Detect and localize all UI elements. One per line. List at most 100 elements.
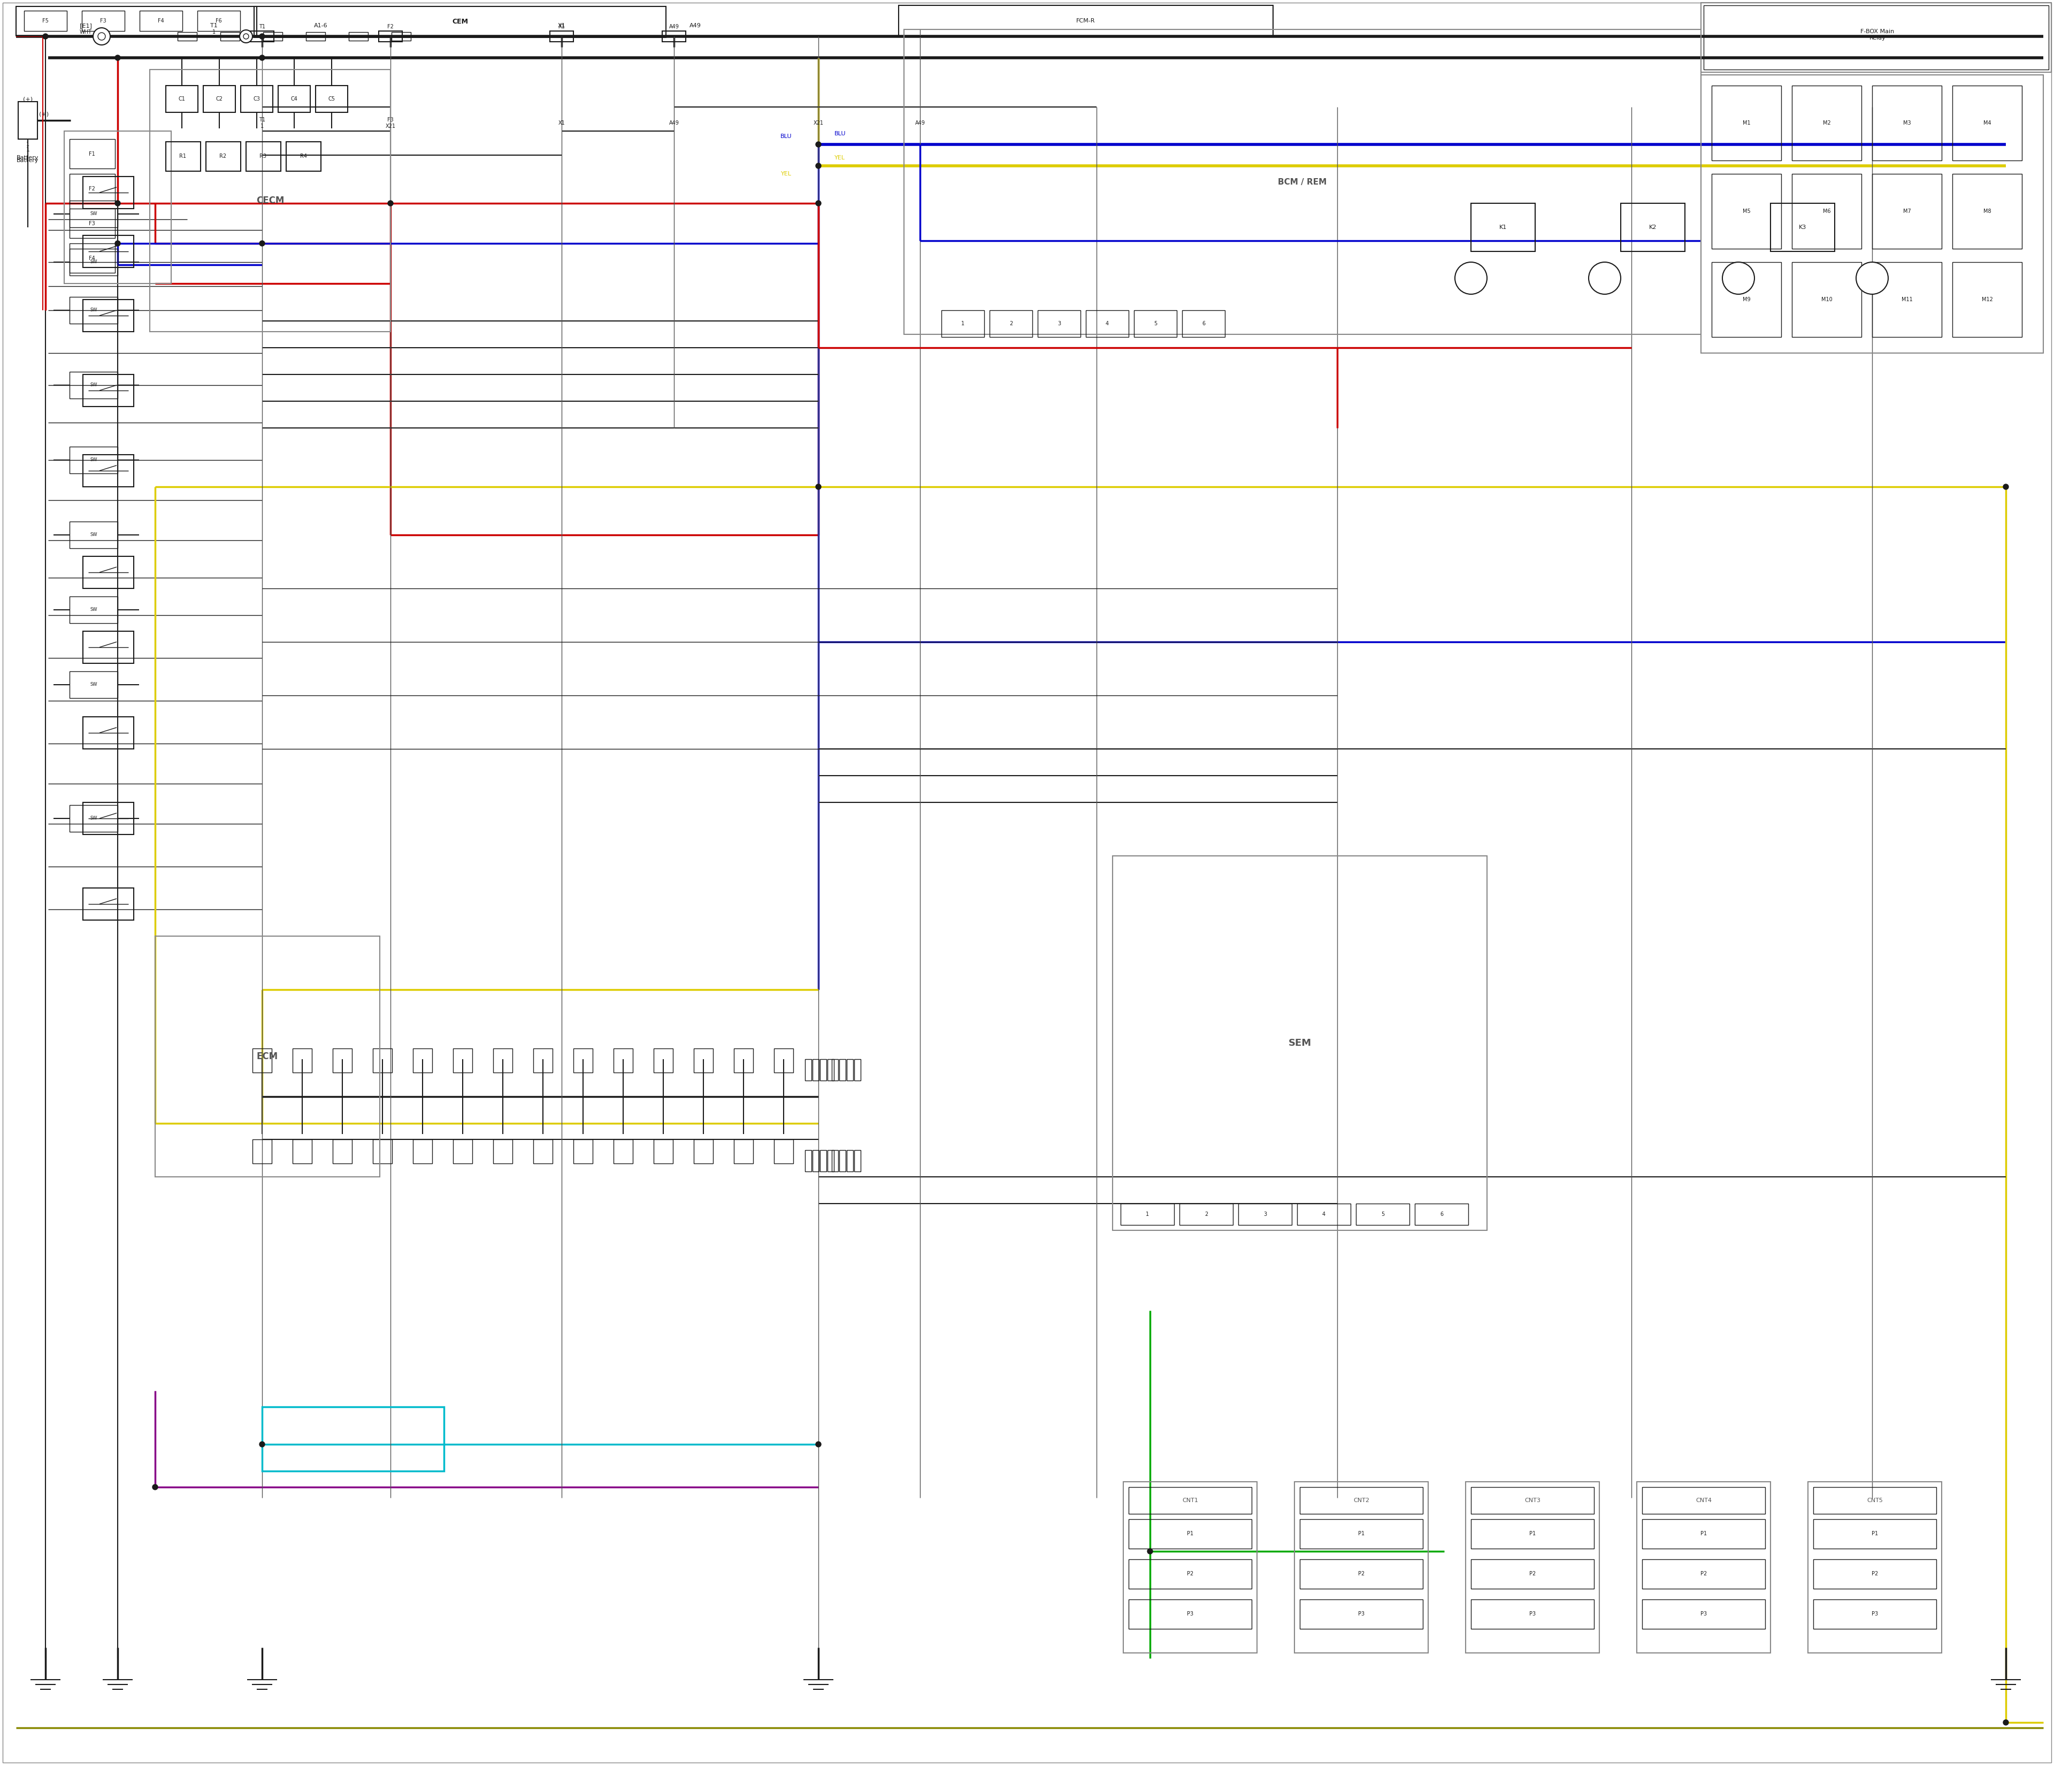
Bar — [1814, 1520, 1937, 1548]
Text: M: M — [1469, 274, 1475, 281]
Bar — [1183, 310, 1224, 337]
Bar — [454, 1140, 472, 1163]
Text: A49: A49 — [670, 23, 680, 29]
Bar — [832, 1150, 838, 1172]
Text: SW: SW — [90, 532, 97, 538]
Text: X1: X1 — [559, 120, 565, 125]
Bar — [1300, 1520, 1423, 1548]
Bar — [156, 935, 380, 1177]
Text: F4: F4 — [158, 18, 164, 23]
Text: SW: SW — [90, 457, 97, 462]
Text: 4: 4 — [1323, 1211, 1325, 1217]
Text: C5: C5 — [329, 97, 335, 102]
Text: 1: 1 — [961, 321, 965, 326]
Text: 5: 5 — [1380, 1211, 1384, 1217]
Bar — [1300, 1600, 1423, 1629]
Bar — [1814, 1600, 1937, 1629]
Text: M: M — [1869, 274, 1875, 281]
Bar — [82, 631, 134, 663]
Text: T1: T1 — [259, 23, 265, 29]
Bar — [653, 1048, 674, 1073]
Text: A49: A49 — [914, 120, 924, 125]
Text: T1
1: T1 1 — [259, 116, 265, 129]
Bar — [333, 1048, 351, 1073]
Circle shape — [259, 56, 265, 61]
Bar — [774, 1048, 793, 1073]
Bar — [16, 7, 257, 36]
Bar — [1471, 1559, 1594, 1590]
Text: 3: 3 — [1263, 1211, 1267, 1217]
Text: X21: X21 — [813, 120, 824, 125]
Text: [E1]: [E1] — [80, 23, 92, 29]
Bar — [413, 1140, 431, 1163]
Text: F3: F3 — [101, 18, 107, 23]
Text: SW: SW — [90, 683, 97, 686]
Bar — [904, 29, 1701, 335]
Bar — [70, 208, 115, 238]
Bar — [1791, 174, 1861, 249]
Circle shape — [152, 1484, 158, 1489]
Bar — [774, 1140, 793, 1163]
Text: M10: M10 — [1822, 297, 1832, 303]
Bar — [813, 1059, 820, 1081]
Text: CNT1: CNT1 — [1183, 1498, 1197, 1503]
Bar — [1471, 1487, 1594, 1514]
Text: BCM / REM: BCM / REM — [1278, 177, 1327, 186]
Bar — [1134, 310, 1177, 337]
Bar — [1701, 2, 2052, 72]
Bar — [1814, 1487, 1937, 1514]
Text: P3: P3 — [1530, 1611, 1536, 1616]
Bar — [70, 249, 117, 276]
Circle shape — [92, 29, 111, 45]
Bar — [220, 32, 240, 41]
Text: X1: X1 — [559, 23, 565, 29]
Bar — [820, 1059, 826, 1081]
Circle shape — [259, 1441, 265, 1446]
Text: C2: C2 — [216, 97, 222, 102]
Text: Battery: Battery — [16, 158, 39, 163]
Bar — [333, 1140, 351, 1163]
Bar — [1814, 1559, 1937, 1590]
Bar — [733, 1140, 754, 1163]
Text: 1: 1 — [27, 147, 29, 152]
Bar — [253, 1140, 271, 1163]
Text: F-BOX Main
Relay: F-BOX Main Relay — [1861, 29, 1894, 41]
Bar — [573, 1140, 594, 1163]
Text: CNT4: CNT4 — [1697, 1498, 1711, 1503]
Bar — [1121, 1204, 1175, 1226]
Bar — [493, 1048, 511, 1073]
Bar — [614, 1140, 633, 1163]
Text: R2: R2 — [220, 154, 226, 159]
Bar — [805, 1059, 811, 1081]
Circle shape — [1857, 262, 1888, 294]
Bar — [1467, 1482, 1600, 1652]
Text: K2: K2 — [1649, 224, 1658, 229]
Bar — [1711, 86, 1781, 161]
Bar — [733, 1048, 754, 1073]
Text: R1: R1 — [179, 154, 187, 159]
Text: CECM: CECM — [257, 195, 283, 206]
Text: SW: SW — [90, 607, 97, 613]
Text: CNT5: CNT5 — [1867, 1498, 1884, 1503]
Bar — [70, 297, 117, 324]
Bar — [203, 86, 236, 113]
Bar — [846, 1150, 852, 1172]
Bar — [292, 1140, 312, 1163]
Bar — [277, 86, 310, 113]
Text: C4: C4 — [292, 97, 298, 102]
Text: X1: X1 — [559, 23, 565, 29]
Bar — [253, 1048, 271, 1073]
Text: SW: SW — [90, 211, 97, 217]
Bar — [1113, 857, 1487, 1231]
Bar — [251, 30, 273, 41]
Bar — [1953, 86, 2021, 161]
Text: BLU: BLU — [781, 134, 793, 140]
Text: P1: P1 — [1871, 1530, 1877, 1536]
Bar — [1037, 310, 1080, 337]
Bar — [1791, 86, 1861, 161]
Text: F4: F4 — [88, 256, 94, 262]
Bar — [1471, 202, 1534, 251]
Circle shape — [1454, 262, 1487, 294]
Text: 1: 1 — [212, 29, 216, 34]
Text: M5: M5 — [1742, 208, 1750, 213]
